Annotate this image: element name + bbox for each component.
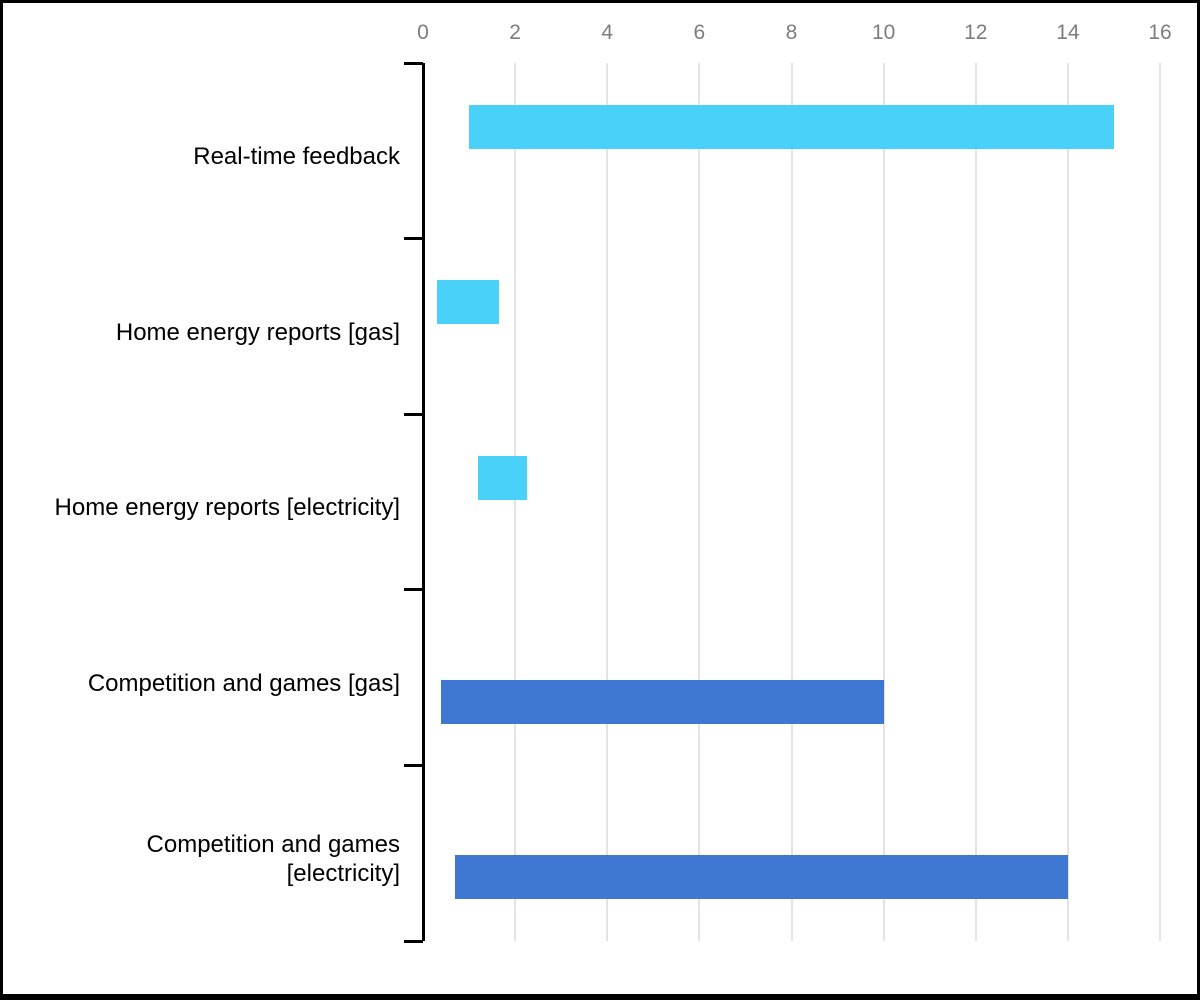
x-axis-tick-label: 2 — [509, 21, 521, 44]
gridline — [698, 63, 701, 941]
y-axis-tick — [403, 763, 423, 767]
x-axis-tick-label: 4 — [601, 21, 614, 44]
category-label: Real-time feedback — [193, 143, 400, 171]
x-axis-tick-label: 12 — [964, 21, 988, 44]
x-axis-tick-label: 16 — [1148, 21, 1172, 44]
y-axis-tick — [403, 939, 423, 943]
gridline — [606, 63, 609, 941]
x-axis-tick-label: 6 — [693, 21, 706, 44]
bar-home-energy-reports-electricity[interactable] — [478, 456, 527, 500]
category-label: Home energy reports [gas] — [115, 318, 400, 346]
bar-competition-and-games-gas[interactable] — [441, 679, 884, 724]
gridline — [790, 63, 793, 941]
bar-competition-and-games-electricity[interactable] — [455, 855, 1068, 900]
gridline — [882, 63, 885, 941]
x-axis-tick-label: 0 — [417, 21, 429, 44]
bar-home-energy-reports-gas[interactable] — [436, 280, 499, 325]
gridline — [514, 63, 517, 941]
y-axis-tick — [403, 61, 423, 65]
y-axis — [421, 63, 425, 941]
x-axis-tick-label: 8 — [785, 21, 798, 44]
x-axis-tick-label: 14 — [1056, 21, 1080, 44]
gridline — [1066, 63, 1069, 941]
y-axis-tick — [403, 237, 423, 241]
y-axis-tick — [403, 412, 423, 416]
x-axis-tick-label: 10 — [871, 21, 896, 44]
bar-real-time-feedback[interactable] — [469, 104, 1114, 149]
category-label: Competition and games [gas] — [87, 670, 400, 698]
category-label: Home energy reports [electricity] — [54, 494, 400, 522]
category-label: Competition and games [electricity] — [146, 831, 400, 888]
gridline — [974, 63, 977, 941]
y-axis-tick — [403, 588, 423, 592]
gridline — [1159, 63, 1161, 941]
